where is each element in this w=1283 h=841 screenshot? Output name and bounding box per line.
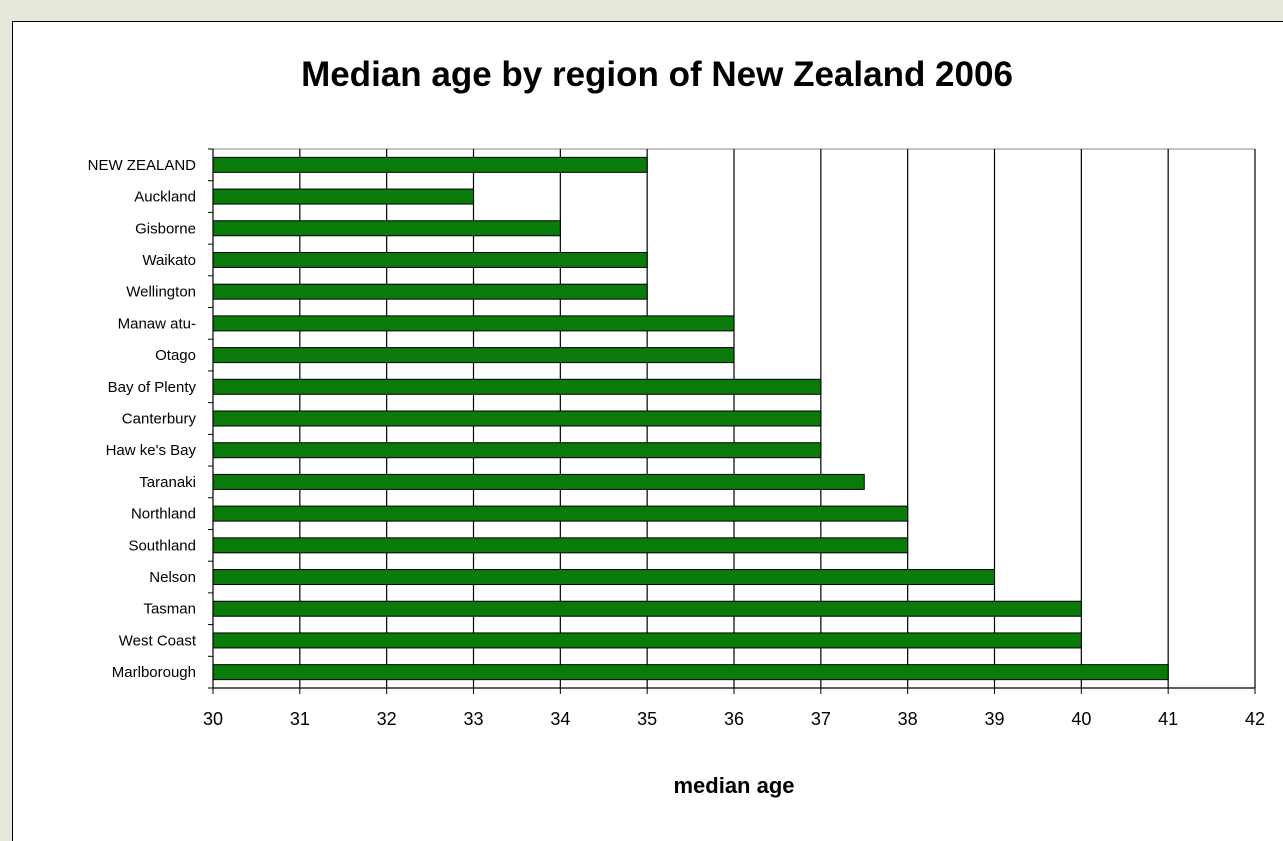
category-label: Otago: [155, 347, 196, 364]
category-label: Gisborne: [135, 220, 196, 237]
category-label: Manaw atu-: [118, 315, 196, 332]
x-tick-label: 38: [898, 709, 918, 729]
axes: [208, 148, 1256, 694]
category-label: Waikato: [142, 252, 196, 269]
bar: [212, 188, 474, 205]
category-label: Taranaki: [139, 474, 196, 491]
category-label: NEW ZEALAND: [88, 157, 197, 174]
x-tick-label: 35: [637, 709, 657, 729]
x-tick-label: 36: [724, 709, 744, 729]
bar: [212, 315, 735, 332]
bar: [212, 156, 648, 173]
bar: [212, 220, 561, 237]
x-tick-label: 34: [550, 709, 570, 729]
bar: [212, 347, 735, 364]
x-axis-title: median age: [673, 773, 794, 798]
x-tick-label: 32: [377, 709, 397, 729]
category-label: Nelson: [149, 569, 196, 586]
category-label: Haw ke's Bay: [106, 442, 197, 459]
category-label: Southland: [128, 537, 196, 554]
bar: [212, 410, 822, 427]
bar: [212, 664, 1169, 681]
category-label: Wellington: [126, 284, 196, 301]
x-tick-label: 41: [1158, 709, 1178, 729]
bar: [212, 251, 648, 268]
x-tick-label: 30: [203, 709, 223, 729]
x-tick-label: 40: [1071, 709, 1091, 729]
bar: [212, 505, 909, 522]
category-label: Auckland: [134, 189, 196, 206]
category-label: Bay of Plenty: [108, 379, 197, 396]
x-tick-label: 39: [984, 709, 1004, 729]
x-tick-label: 33: [463, 709, 483, 729]
bar: [212, 632, 1082, 649]
x-tick-label: 42: [1245, 709, 1265, 729]
category-label: Marlborough: [112, 664, 196, 681]
chart-title: Median age by region of New Zealand 2006: [301, 55, 1013, 94]
category-label: Canterbury: [122, 411, 197, 428]
category-label: Tasman: [143, 601, 196, 618]
category-label: West Coast: [119, 632, 197, 649]
bar: [212, 537, 909, 554]
bar: [212, 569, 995, 586]
bar: [212, 442, 822, 459]
category-label: Northland: [131, 506, 196, 523]
tick-labels: 30 31 32 33 34 35 36 37 38 39 40 41 42: [203, 709, 1265, 729]
x-tick-label: 31: [290, 709, 310, 729]
bar: [212, 473, 865, 490]
category-labels: NEW ZEALAND Auckland Gisborne Waikato Wellin…: [88, 157, 197, 681]
bar: [212, 600, 1082, 617]
bar: [212, 378, 822, 395]
x-tick-label: 37: [811, 709, 831, 729]
bar: [212, 283, 648, 300]
bars: [212, 156, 1169, 681]
